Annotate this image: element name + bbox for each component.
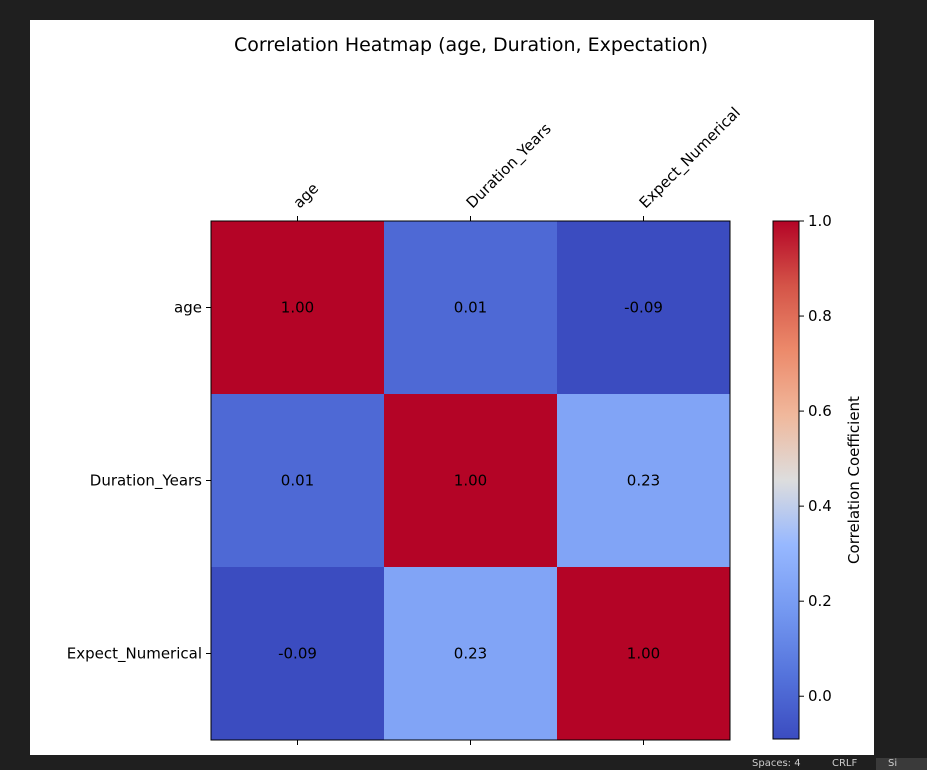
cell-label-age-Expect_Numerical: -0.09 [624, 299, 663, 317]
cell-label-Duration_Years-age: 0.01 [281, 472, 314, 490]
colorbar-tick-label-0.0: 0.0 [808, 687, 832, 705]
cell-label-Expect_Numerical-Expect_Numerical: 1.00 [627, 645, 660, 663]
status-signin[interactable]: Si [876, 758, 927, 770]
status-bar: Spaces: 4 CRLF Si [0, 755, 927, 770]
status-eol[interactable]: CRLF [832, 758, 858, 769]
colorbar-tick-label-0.4: 0.4 [808, 497, 832, 515]
heatmap-cell-age-age [211, 221, 385, 395]
heatmap-cell-Duration_Years-age [211, 394, 385, 568]
heatmap-cell-age-Expect_Numerical [557, 221, 731, 395]
cell-label-Expect_Numerical-age: -0.09 [278, 645, 317, 663]
colorbar-tick-label-0.8: 0.8 [808, 307, 832, 325]
status-spaces[interactable]: Spaces: 4 [752, 758, 801, 769]
y-axis-ticks: age Duration_Years Expect_Numerical [67, 299, 211, 664]
cell-label-age-age: 1.00 [281, 299, 314, 317]
y-tick-label-Expect_Numerical: Expect_Numerical [67, 645, 202, 664]
x-tick-label-Duration_Years: Duration_Years [463, 120, 556, 213]
heatmap-cell-Expect_Numerical-Duration_Years [384, 567, 558, 741]
heatmap-cell-age-Duration_Years [384, 221, 558, 395]
chart-title: Correlation Heatmap (age, Duration, Expe… [234, 34, 708, 56]
cell-label-Duration_Years-Duration_Years: 1.00 [454, 472, 487, 490]
heatmap-cells [211, 221, 731, 741]
colorbar-label: Correlation Coefficient [845, 396, 863, 564]
heatmap-cell-Expect_Numerical-Expect_Numerical [557, 567, 731, 741]
y-tick-label-age: age [174, 299, 202, 317]
colorbar-tick-label-0.6: 0.6 [808, 402, 832, 420]
heatmap-chart: Correlation Heatmap (age, Duration, Expe… [67, 34, 863, 745]
cell-label-age-Duration_Years: 0.01 [454, 299, 487, 317]
colorbar-tick-label-0.2: 0.2 [808, 592, 832, 610]
heatmap-cell-Expect_Numerical-age [211, 567, 385, 741]
colorbar [772, 220, 800, 740]
heatmap-cell-Duration_Years-Expect_Numerical [557, 394, 731, 568]
x-tick-label-Expect_Numerical: Expect_Numerical [636, 103, 745, 212]
figure-canvas: Correlation Heatmap (age, Duration, Expe… [30, 20, 874, 755]
cell-label-Expect_Numerical-Duration_Years: 0.23 [454, 645, 487, 663]
heatmap-cell-Duration_Years-Duration_Years [384, 394, 558, 568]
colorbar-ticks: 0.0 0.2 0.4 0.6 0.8 1.0 [799, 212, 832, 705]
heatmap-cell-labels: 1.00 0.01 -0.09 0.01 1.00 0.23 -0.09 0.23 1.00 [278, 299, 663, 663]
x-tick-label-age: age [290, 179, 322, 211]
y-tick-label-Duration_Years: Duration_Years [90, 472, 202, 491]
cell-label-Duration_Years-Expect_Numerical: 0.23 [627, 472, 660, 490]
colorbar-tick-label-1.0: 1.0 [808, 212, 832, 230]
